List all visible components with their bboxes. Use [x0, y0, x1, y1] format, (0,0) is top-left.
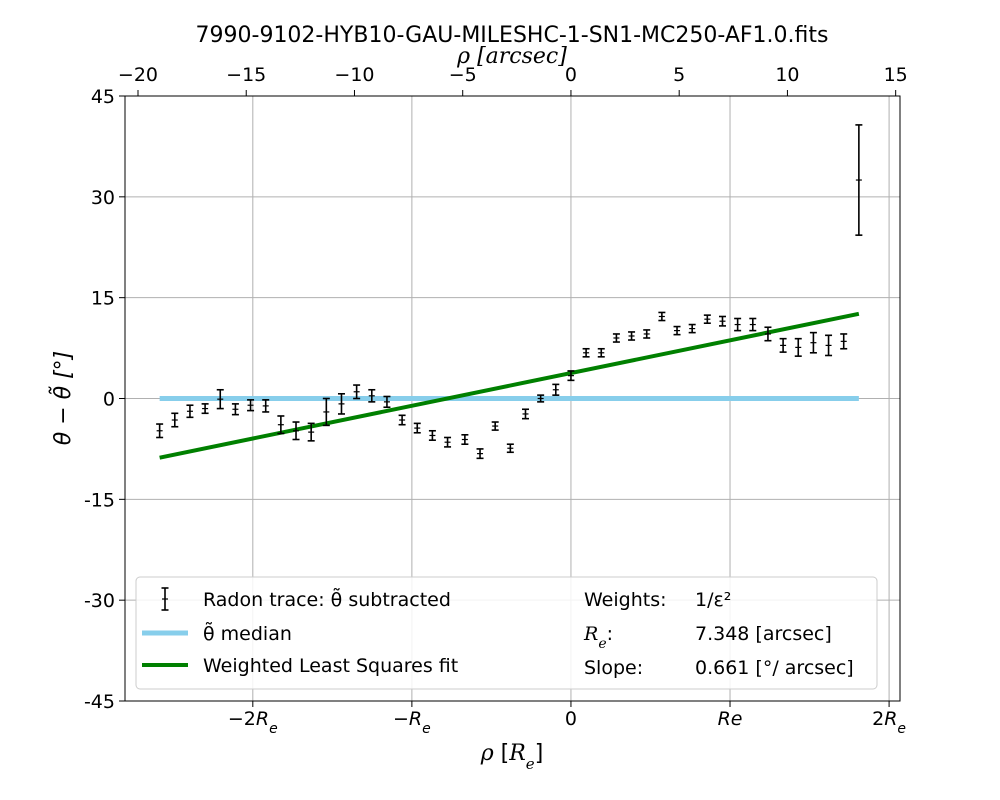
- top-x-tick-label: 10: [775, 64, 799, 86]
- errorbar-point: [413, 422, 421, 434]
- errorbar-point: [231, 403, 239, 416]
- y-tick-label: 0: [103, 389, 115, 411]
- errorbar-point: [809, 331, 817, 354]
- errorbar-point: [186, 404, 194, 419]
- errorbar-point: [537, 394, 545, 403]
- errorbar-point: [337, 392, 345, 415]
- errorbar-point: [247, 399, 255, 412]
- errorbar-point: [307, 422, 315, 442]
- errorbar-point: [673, 325, 681, 336]
- errorbar-point: [612, 333, 620, 343]
- errorbar-point: [749, 317, 757, 332]
- errorbar-point: [779, 337, 787, 353]
- errorbar-point: [794, 337, 802, 357]
- errorbar-point: [353, 384, 361, 400]
- errorbar-point: [688, 323, 696, 334]
- errorbar-point: [322, 397, 330, 427]
- bottom-x-tick-label: Re: [718, 708, 743, 730]
- legend-entry-median: θ̃ median: [203, 620, 292, 645]
- errorbar-point: [171, 412, 179, 428]
- errorbar-point: [734, 317, 742, 332]
- errorbar-point: [368, 388, 376, 403]
- y-tick-label: -15: [84, 489, 115, 511]
- legend-re-value: 7.348 [arcsec]: [695, 623, 832, 645]
- y-tick-label: 30: [91, 187, 115, 209]
- errorbar-point: [703, 314, 711, 325]
- errorbar-point: [428, 429, 436, 441]
- errorbar-point: [216, 388, 224, 410]
- fit-line: [159, 311, 860, 460]
- errorbar-point: [506, 443, 514, 454]
- errorbar-point: [825, 334, 833, 357]
- top-x-axis-label: ρ [arcsec]: [456, 44, 567, 69]
- legend-entry-radon: Radon trace: θ̃ subtracted: [203, 586, 451, 611]
- errorbar-point: [718, 315, 726, 327]
- errorbar-point: [521, 408, 529, 420]
- errorbar-point: [262, 399, 270, 413]
- errorbar-points: [156, 124, 863, 460]
- legend: Radon trace: θ̃ subtracted θ̃ median Wei…: [135, 576, 878, 690]
- errorbar-point: [643, 329, 651, 339]
- top-x-tick-label: 15: [884, 64, 908, 86]
- y-axis: 45 30 15 0 -15 -30 -45: [84, 86, 125, 713]
- bottom-x-axis-label: ρ [Re]: [480, 741, 544, 773]
- y-tick-label: -30: [84, 590, 115, 612]
- legend-weights-value: 1/ε²: [695, 589, 731, 611]
- errorbar-point: [658, 311, 666, 322]
- bottom-x-axis: −2Re −Re 0 Re 2Re: [228, 701, 906, 737]
- errorbar-point: [628, 331, 636, 341]
- y-tick-label: -45: [84, 691, 115, 713]
- bottom-x-tick-label: 2Re: [872, 708, 906, 737]
- errorbar-point: [840, 333, 848, 350]
- legend-symbol-errorbar: [161, 587, 169, 611]
- errorbar-point: [398, 414, 406, 426]
- errorbar-point: [277, 415, 285, 435]
- top-x-tick-label: −5: [449, 64, 477, 86]
- legend-re-key: Re:: [583, 623, 613, 652]
- y-tick-label: 15: [91, 288, 115, 310]
- top-x-tick-label: −20: [118, 64, 158, 86]
- bottom-x-tick-label: 0: [565, 708, 577, 730]
- errorbar-point: [476, 448, 484, 460]
- chart-title: 7990-9102-HYB10-GAU-MILESHC-1-SN1-MC250-…: [196, 23, 829, 48]
- legend-symbols: [142, 587, 188, 667]
- y-axis-label: θ − θ̃ [°]: [48, 351, 76, 446]
- errorbar-point: [292, 421, 300, 441]
- errorbar-point: [764, 326, 772, 342]
- errorbar-point: [552, 383, 560, 396]
- legend-slope-key: Slope:: [584, 657, 643, 679]
- errorbar-point: [444, 436, 452, 448]
- errorbar-point: [383, 395, 391, 409]
- fit-line-layer: [159, 311, 860, 460]
- legend-slope-value: 0.661 [°/ arcsec]: [695, 657, 854, 679]
- errorbar-point: [491, 421, 499, 431]
- top-x-tick-label: −15: [226, 64, 266, 86]
- errorbar-point: [597, 347, 605, 358]
- top-x-tick-label: −10: [334, 64, 374, 86]
- errorbar-point: [855, 124, 863, 236]
- top-x-axis: −20 −15 −10 −5 0 5 10 15: [118, 64, 908, 96]
- legend-weights-key: Weights:: [584, 589, 667, 611]
- top-x-tick-label: 0: [565, 64, 577, 86]
- errorbar-point: [201, 403, 209, 415]
- errorbar-point: [156, 423, 164, 439]
- errorbar-point: [461, 433, 469, 446]
- legend-box: [135, 576, 878, 690]
- errorbar-point: [567, 370, 575, 382]
- bottom-x-tick-label: −Re: [393, 708, 431, 737]
- bottom-x-tick-label: −2Re: [228, 708, 278, 737]
- y-tick-label: 45: [91, 86, 115, 108]
- legend-entry-fit: Weighted Least Squares fit: [203, 655, 458, 677]
- top-x-tick-label: 5: [673, 64, 685, 86]
- errorbar-point: [582, 347, 590, 358]
